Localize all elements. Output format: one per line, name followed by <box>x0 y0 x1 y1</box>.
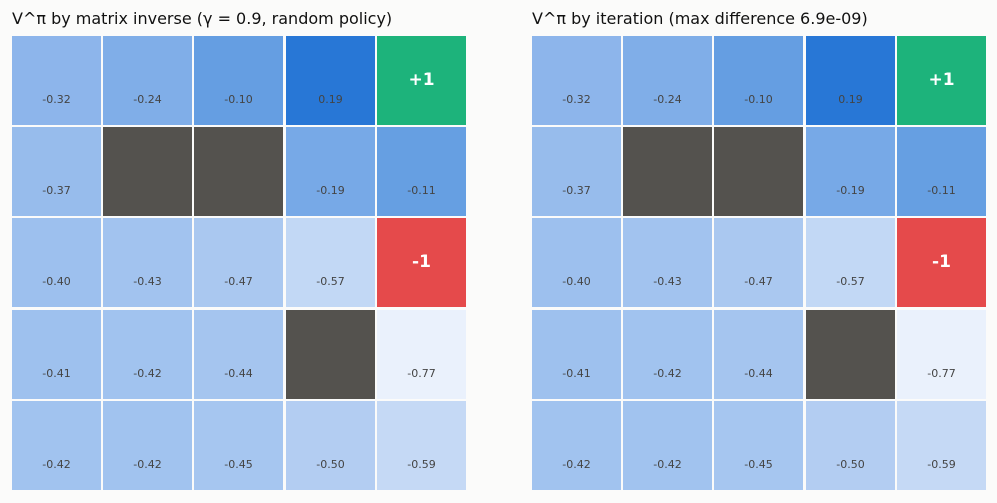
value-label: -0.37 <box>42 184 71 197</box>
value-label: -0.77 <box>927 367 956 380</box>
terminal-cell: +1 <box>897 36 986 125</box>
value-label: -0.42 <box>42 458 71 471</box>
wall-cell <box>806 310 895 399</box>
value-cell: -0.59 <box>897 401 986 490</box>
value-cell: -0.37 <box>12 127 101 216</box>
value-cell: -0.77 <box>897 310 986 399</box>
value-cell: -0.40 <box>532 218 621 307</box>
wall-cell <box>103 127 192 216</box>
value-cell: -0.43 <box>103 218 192 307</box>
value-cell: -0.32 <box>12 36 101 125</box>
value-cell: -0.24 <box>103 36 192 125</box>
value-label: -0.50 <box>316 458 345 471</box>
value-cell: -0.40 <box>12 218 101 307</box>
value-cell: -0.47 <box>194 218 283 307</box>
value-label: -0.57 <box>316 275 345 288</box>
value-label: -0.24 <box>133 93 162 106</box>
value-cell: -0.19 <box>286 127 375 216</box>
value-label: -0.43 <box>653 275 682 288</box>
value-cell: -0.57 <box>806 218 895 307</box>
reward-label: -1 <box>932 252 951 272</box>
value-cell: -0.77 <box>377 310 466 399</box>
value-label: -0.44 <box>744 367 773 380</box>
value-cell: -0.11 <box>897 127 986 216</box>
value-label: -0.47 <box>224 275 253 288</box>
value-label: -0.32 <box>562 93 591 106</box>
value-label: -0.42 <box>562 458 591 471</box>
value-label: -0.10 <box>224 93 253 106</box>
reward-label: +1 <box>408 70 435 90</box>
terminal-cell: -1 <box>377 218 466 307</box>
value-label: -0.40 <box>562 275 591 288</box>
value-label: -0.77 <box>407 367 436 380</box>
value-label: -0.24 <box>653 93 682 106</box>
value-cell: -0.45 <box>194 401 283 490</box>
value-label: -0.42 <box>133 458 162 471</box>
value-grid: -0.32 -0.24 -0.10 0.19 +1 -0.37 -0.19 -0.11 -0.4… <box>532 36 988 492</box>
value-cell: -0.42 <box>12 401 101 490</box>
value-cell: 0.19 <box>286 36 375 125</box>
value-cell: -0.37 <box>532 127 621 216</box>
value-label: -0.32 <box>42 93 71 106</box>
value-label: -0.40 <box>42 275 71 288</box>
value-grid: -0.32 -0.24 -0.10 0.19 +1 -0.37 -0.19 -0.11 -0.4… <box>12 36 468 492</box>
value-cell: -0.44 <box>194 310 283 399</box>
value-label: -0.45 <box>224 458 253 471</box>
value-cell: -0.47 <box>714 218 803 307</box>
value-label: -0.11 <box>927 184 956 197</box>
value-cell: -0.11 <box>377 127 466 216</box>
value-label: -0.19 <box>836 184 865 197</box>
value-label: -0.43 <box>133 275 162 288</box>
value-cell: -0.44 <box>714 310 803 399</box>
value-label: -0.11 <box>407 184 436 197</box>
value-cell: -0.32 <box>532 36 621 125</box>
value-cell: -0.42 <box>623 401 712 490</box>
value-label: -0.42 <box>133 367 162 380</box>
value-cell: -0.50 <box>806 401 895 490</box>
value-label: -0.42 <box>653 367 682 380</box>
wall-cell <box>286 310 375 399</box>
value-cell: -0.10 <box>714 36 803 125</box>
value-label: -0.59 <box>407 458 436 471</box>
wall-cell <box>623 127 712 216</box>
value-cell: 0.19 <box>806 36 895 125</box>
value-label: -0.45 <box>744 458 773 471</box>
value-cell: -0.42 <box>103 310 192 399</box>
value-cell: -0.43 <box>623 218 712 307</box>
value-cell: -0.50 <box>286 401 375 490</box>
value-cell: -0.41 <box>12 310 101 399</box>
value-cell: -0.41 <box>532 310 621 399</box>
value-label: -0.50 <box>836 458 865 471</box>
terminal-cell: +1 <box>377 36 466 125</box>
value-label: -0.59 <box>927 458 956 471</box>
value-label: -0.42 <box>653 458 682 471</box>
panel-title: V^π by iteration (max difference 6.9e-09… <box>532 9 868 28</box>
value-cell: -0.57 <box>286 218 375 307</box>
value-label: -0.44 <box>224 367 253 380</box>
value-label: -0.47 <box>744 275 773 288</box>
value-cell: -0.42 <box>103 401 192 490</box>
reward-label: +1 <box>928 70 955 90</box>
reward-label: -1 <box>412 252 431 272</box>
value-label: 0.19 <box>318 93 343 106</box>
terminal-cell: -1 <box>897 218 986 307</box>
value-cell: -0.24 <box>623 36 712 125</box>
value-label: -0.57 <box>836 275 865 288</box>
wall-cell <box>714 127 803 216</box>
value-cell: -0.59 <box>377 401 466 490</box>
value-cell: -0.42 <box>623 310 712 399</box>
value-label: -0.41 <box>42 367 71 380</box>
value-label: -0.10 <box>744 93 773 106</box>
wall-cell <box>194 127 283 216</box>
value-label: -0.41 <box>562 367 591 380</box>
value-cell: -0.45 <box>714 401 803 490</box>
value-label: -0.37 <box>562 184 591 197</box>
value-cell: -0.42 <box>532 401 621 490</box>
value-cell: -0.10 <box>194 36 283 125</box>
panel-title: V^π by matrix inverse (γ = 0.9, random p… <box>12 9 393 28</box>
value-label: -0.19 <box>316 184 345 197</box>
value-label: 0.19 <box>838 93 863 106</box>
value-cell: -0.19 <box>806 127 895 216</box>
